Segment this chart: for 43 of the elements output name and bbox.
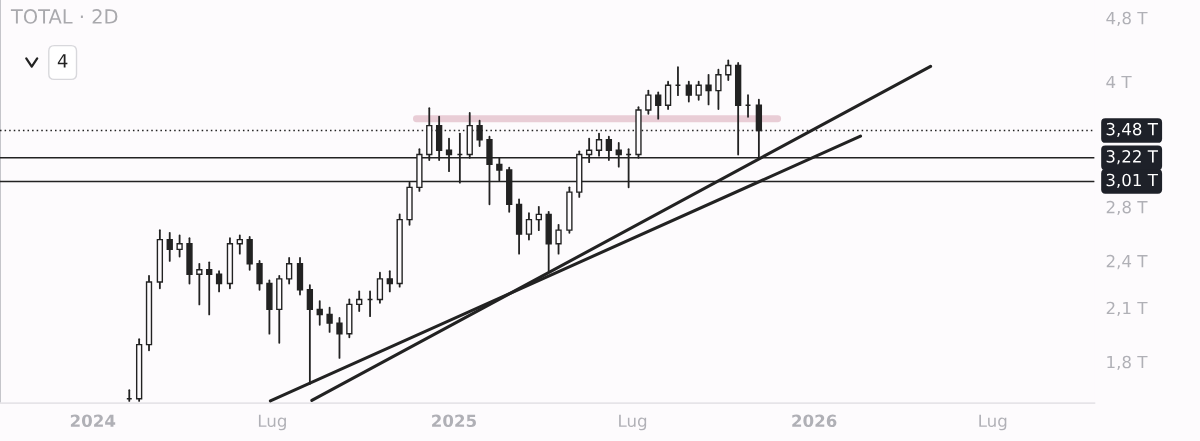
candlestick <box>664 80 672 110</box>
candlestick <box>166 231 173 262</box>
y-tick-label: 4,8 T <box>1106 11 1148 27</box>
candlestick <box>645 89 652 115</box>
candlestick <box>306 284 314 385</box>
candlestick <box>685 80 692 103</box>
y-tick-label: 1,8 T <box>1107 355 1148 371</box>
candlestick <box>356 290 363 312</box>
candlestick <box>316 300 323 326</box>
annotation: 4 <box>57 54 68 68</box>
candlestick <box>236 234 243 255</box>
candlestick <box>705 73 712 106</box>
x-tick-label: 2025 <box>432 414 476 428</box>
ref-line-label: 3,01 T <box>1106 173 1158 188</box>
candlestick <box>715 68 722 110</box>
candlestick <box>196 262 203 306</box>
x-tick-label: Lug <box>619 414 647 431</box>
candlestick <box>256 259 263 291</box>
ref-line-label: 3,48 T <box>1106 122 1158 138</box>
candlestick <box>336 316 343 359</box>
x-tick-label: 2024 <box>70 414 116 428</box>
candlestick <box>285 257 293 285</box>
candlestick <box>476 119 483 147</box>
x-tick-label: Lug <box>258 414 286 431</box>
ref-line-label: 3,22 T <box>1106 150 1158 165</box>
candlestick <box>176 234 183 258</box>
x-tick-label: 2026 <box>792 414 837 428</box>
chart-title: TOTAL · 2D <box>10 9 118 24</box>
y-tick-label: 4 T <box>1106 75 1132 89</box>
candlestick <box>206 261 213 316</box>
candlestick <box>326 306 333 333</box>
candlestick <box>386 270 393 293</box>
candlestick <box>725 59 732 81</box>
candlestick <box>555 223 562 255</box>
y-tick-label: 2,1 T <box>1106 301 1148 316</box>
candlestick <box>215 270 223 293</box>
candlestick <box>535 205 542 232</box>
candlestick <box>376 271 384 304</box>
candlestick <box>525 212 533 241</box>
y-tick-label: 2,4 T <box>1106 254 1148 270</box>
x-tick-label: Lug <box>979 414 1007 431</box>
candlestick <box>655 91 662 120</box>
y-tick-label: 2,8 T <box>1106 200 1148 216</box>
